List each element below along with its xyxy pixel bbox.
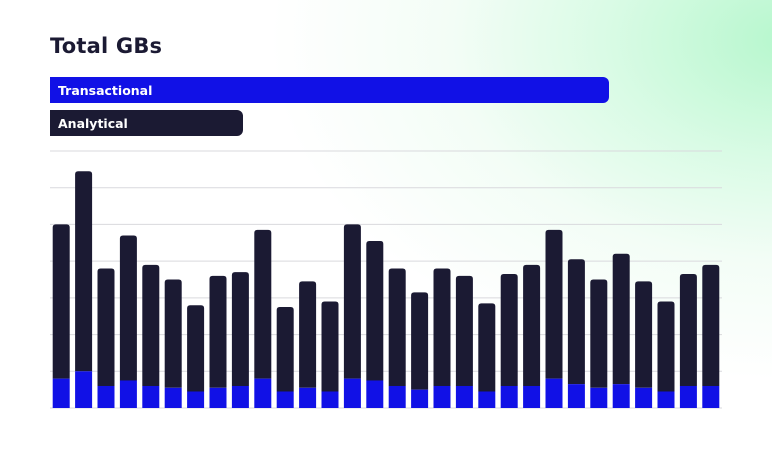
bar-transactional — [209, 387, 227, 408]
bar-transactional — [702, 385, 720, 408]
bar-analytical — [455, 275, 473, 386]
bar-analytical — [231, 272, 249, 386]
legend-label-analytical: Analytical — [58, 115, 128, 131]
legend-transactional: Transactional — [50, 77, 609, 103]
bar-transactional — [411, 389, 429, 408]
bar-analytical — [567, 259, 585, 385]
bar-analytical — [276, 307, 294, 392]
bar-transactional — [500, 385, 518, 408]
bar-transactional — [388, 385, 406, 408]
bar-analytical — [411, 292, 429, 390]
bar-transactional — [254, 378, 272, 408]
bar-analytical — [500, 273, 518, 386]
bar-analytical — [612, 253, 630, 385]
bar-transactional — [187, 391, 205, 408]
bar-transactional — [545, 378, 563, 408]
bar-transactional — [52, 378, 70, 408]
bar-analytical — [321, 301, 339, 392]
bar-transactional — [590, 387, 608, 408]
bar-transactional — [299, 387, 317, 408]
bar-analytical — [478, 303, 496, 392]
bar-transactional — [523, 385, 541, 408]
bar-analytical — [679, 273, 697, 386]
bar-transactional — [478, 391, 496, 408]
bar-analytical — [635, 281, 653, 388]
bar-analytical — [209, 275, 227, 388]
bar-analytical — [433, 268, 451, 386]
bar-analytical — [388, 268, 406, 386]
bar-transactional — [567, 384, 585, 408]
bar-transactional — [657, 391, 675, 408]
bar-analytical — [254, 229, 272, 379]
bar-analytical — [187, 305, 205, 392]
legend-analytical: Analytical — [50, 110, 243, 136]
bar-transactional — [164, 387, 182, 408]
bar-transactional — [455, 385, 473, 408]
bar-analytical — [702, 264, 720, 386]
bar-analytical — [590, 279, 608, 388]
bar-analytical — [164, 279, 182, 388]
bar-analytical — [343, 224, 361, 379]
bar-analytical — [52, 224, 70, 379]
bar-transactional — [612, 384, 630, 408]
bar-analytical — [119, 235, 137, 381]
legend-label-transactional: Transactional — [58, 82, 153, 98]
bar-analytical — [545, 229, 563, 379]
bar-transactional — [97, 385, 115, 408]
bar-transactional — [343, 378, 361, 408]
bar-analytical — [299, 281, 317, 388]
bar-transactional — [276, 391, 294, 408]
bar-transactional — [321, 391, 339, 408]
bar-analytical — [75, 171, 93, 372]
bar-transactional — [119, 380, 137, 408]
bar-analytical — [366, 240, 384, 381]
bar-transactional — [75, 371, 93, 408]
bar-analytical — [657, 301, 675, 392]
bar-analytical — [523, 264, 541, 386]
bar-analytical — [97, 268, 115, 386]
bar-transactional — [433, 385, 451, 408]
bar-transactional — [231, 385, 249, 408]
bar-transactional — [366, 380, 384, 408]
bar-transactional — [142, 385, 160, 408]
bar-transactional — [635, 387, 653, 408]
bar-analytical — [142, 264, 160, 386]
chart-title: Total GBs — [50, 34, 163, 58]
bar-transactional — [679, 385, 697, 408]
